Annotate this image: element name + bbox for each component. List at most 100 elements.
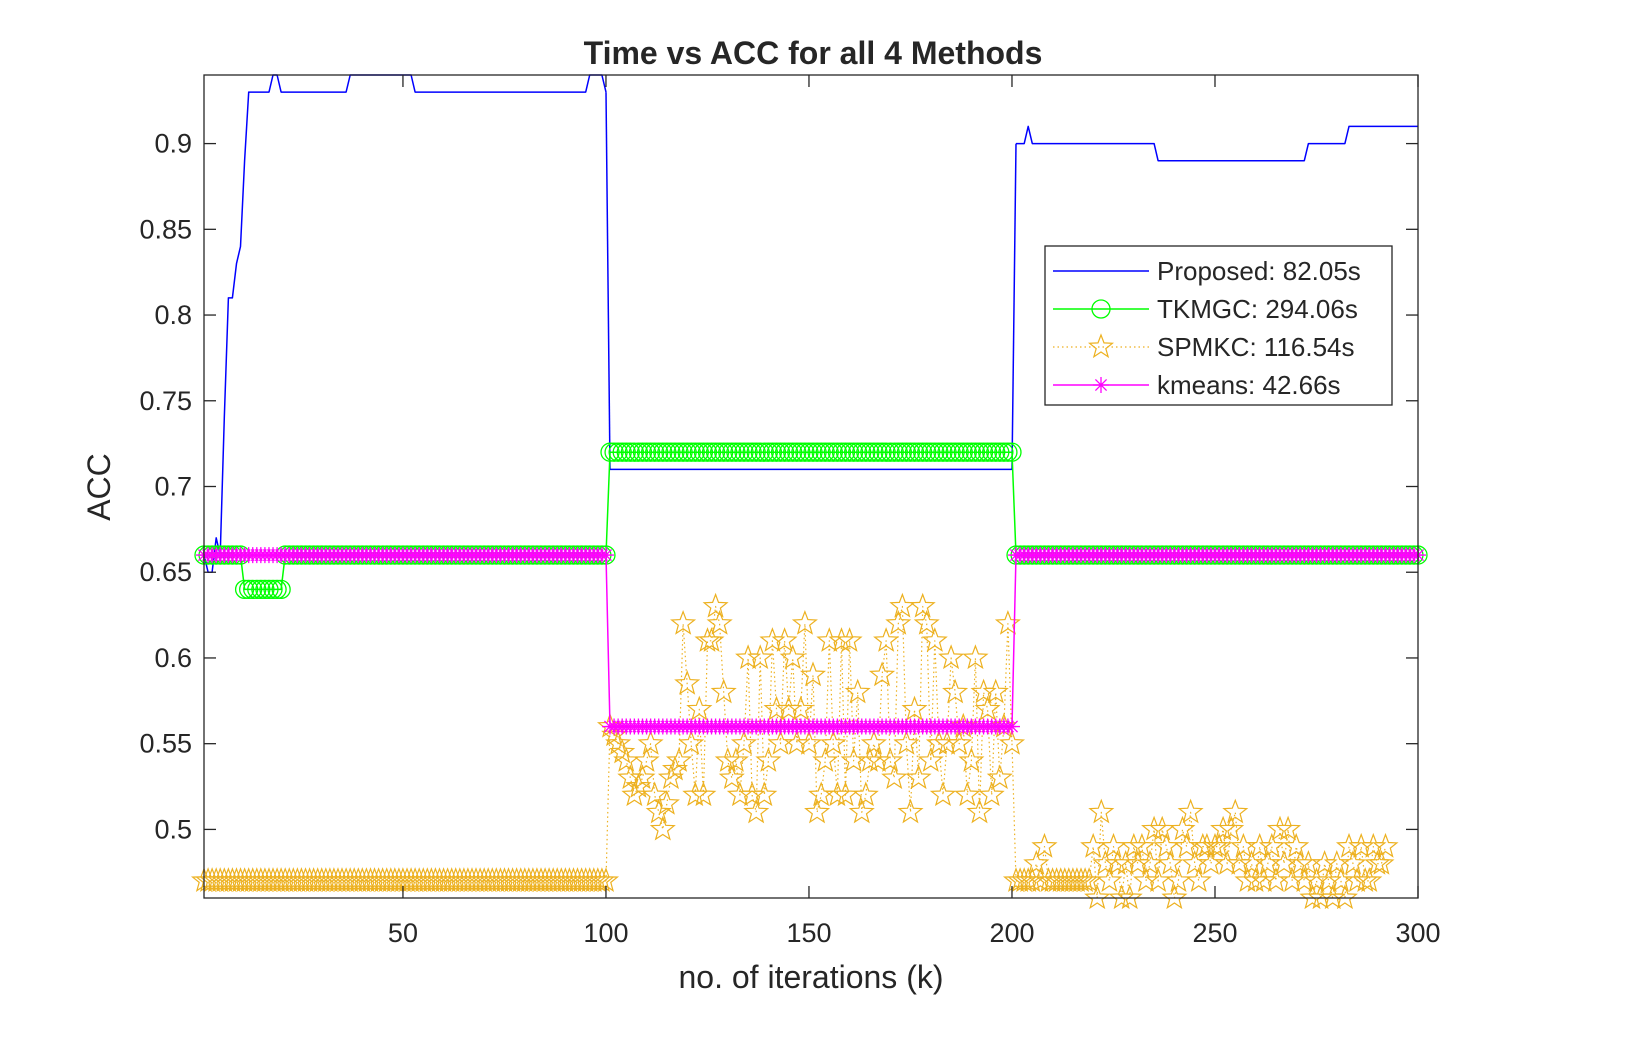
data-point bbox=[255, 579, 275, 600]
data-point bbox=[848, 442, 868, 462]
legend-box bbox=[1044, 245, 1393, 406]
data-point bbox=[990, 442, 1010, 462]
data-point bbox=[835, 442, 856, 462]
data-point bbox=[820, 729, 847, 755]
data-point bbox=[637, 729, 664, 755]
data-point bbox=[682, 781, 709, 807]
data-point bbox=[624, 442, 645, 462]
data-point bbox=[1002, 442, 1022, 462]
data-point bbox=[779, 644, 806, 670]
data-point bbox=[994, 609, 1021, 635]
data-point bbox=[738, 442, 758, 462]
data-point bbox=[819, 442, 839, 462]
data-point bbox=[893, 729, 920, 755]
series-line bbox=[1011, 143, 1017, 470]
data-point bbox=[705, 442, 726, 462]
data-point bbox=[267, 579, 287, 600]
legend-label: kmeans: 42.66s bbox=[1157, 370, 1341, 400]
data-point bbox=[885, 610, 912, 635]
data-point bbox=[701, 442, 722, 462]
data-point bbox=[937, 442, 957, 462]
data-point bbox=[986, 764, 1013, 790]
data-point bbox=[986, 442, 1006, 462]
series-line bbox=[1011, 743, 1017, 881]
series-line bbox=[203, 74, 607, 573]
data-point bbox=[1141, 815, 1168, 841]
data-point bbox=[880, 442, 900, 462]
data-point bbox=[852, 442, 872, 462]
data-point bbox=[629, 764, 656, 790]
data-point bbox=[718, 442, 738, 462]
data-point bbox=[1368, 849, 1395, 875]
plot-box bbox=[203, 74, 1419, 899]
series-line bbox=[605, 92, 611, 470]
data-point bbox=[994, 442, 1014, 462]
data-point bbox=[884, 442, 904, 462]
data-point bbox=[921, 442, 941, 462]
data-point bbox=[645, 442, 665, 462]
data-point bbox=[836, 627, 863, 652]
data-point bbox=[844, 678, 871, 704]
data-point bbox=[962, 644, 989, 670]
series-kmeans bbox=[196, 547, 1426, 735]
series-line bbox=[1011, 452, 1017, 556]
legend-item: kmeans: 42.66s bbox=[1053, 370, 1341, 400]
data-point bbox=[685, 442, 705, 462]
data-point bbox=[661, 755, 689, 781]
data-point bbox=[1116, 884, 1143, 910]
data-point bbox=[978, 781, 1005, 807]
data-point bbox=[722, 442, 742, 462]
data-point bbox=[742, 442, 762, 462]
data-point bbox=[746, 442, 766, 462]
data-point bbox=[1222, 798, 1249, 824]
data-point bbox=[1128, 832, 1155, 858]
y-tick-label: 0.75 bbox=[139, 386, 192, 416]
data-point bbox=[1003, 718, 1020, 735]
data-point bbox=[1258, 832, 1285, 858]
data-point bbox=[686, 695, 713, 721]
data-point bbox=[860, 442, 880, 462]
data-point bbox=[649, 442, 669, 462]
x-tick-label: 100 bbox=[583, 918, 628, 948]
data-point bbox=[1108, 884, 1135, 910]
data-point bbox=[722, 747, 749, 772]
data-point bbox=[1339, 849, 1367, 875]
legend: Proposed: 82.05s TKMGC: 294.06s SPMKC: 116… bbox=[1044, 245, 1393, 406]
data-point bbox=[243, 579, 263, 600]
data-point bbox=[234, 579, 255, 600]
legend-item: SPMKC: 116.54s bbox=[1053, 332, 1355, 362]
data-point bbox=[247, 579, 267, 600]
data-point bbox=[770, 442, 791, 462]
data-point bbox=[848, 798, 875, 824]
x-axis-label: no. of iterations (k) bbox=[679, 959, 944, 995]
data-point bbox=[636, 442, 657, 462]
legend-label: SPMKC: 116.54s bbox=[1157, 332, 1355, 362]
data-point bbox=[681, 442, 701, 462]
data-point bbox=[271, 579, 291, 600]
data-point bbox=[734, 442, 754, 462]
data-point bbox=[852, 781, 879, 807]
data-point bbox=[977, 442, 998, 462]
data-point bbox=[795, 442, 815, 462]
data-point bbox=[774, 442, 795, 462]
data-point bbox=[625, 772, 652, 798]
data-point bbox=[966, 798, 993, 824]
legend-item: TKMGC: 294.06s bbox=[1053, 294, 1358, 324]
data-point bbox=[1185, 867, 1212, 893]
data-point bbox=[965, 442, 986, 462]
data-point bbox=[263, 579, 283, 600]
data-point bbox=[754, 442, 774, 462]
series-layer bbox=[190, 74, 1428, 910]
data-point bbox=[1283, 832, 1310, 858]
data-point bbox=[1120, 832, 1147, 858]
data-point bbox=[982, 678, 1009, 704]
data-point bbox=[787, 695, 814, 721]
y-tick-label: 0.55 bbox=[139, 729, 192, 759]
y-tick-label: 0.85 bbox=[139, 214, 192, 244]
legend-label: TKMGC: 294.06s bbox=[1157, 294, 1358, 324]
data-point bbox=[953, 442, 973, 462]
x-tick-label: 200 bbox=[989, 918, 1034, 948]
y-tick-label: 0.7 bbox=[154, 472, 192, 502]
data-point bbox=[649, 815, 676, 841]
